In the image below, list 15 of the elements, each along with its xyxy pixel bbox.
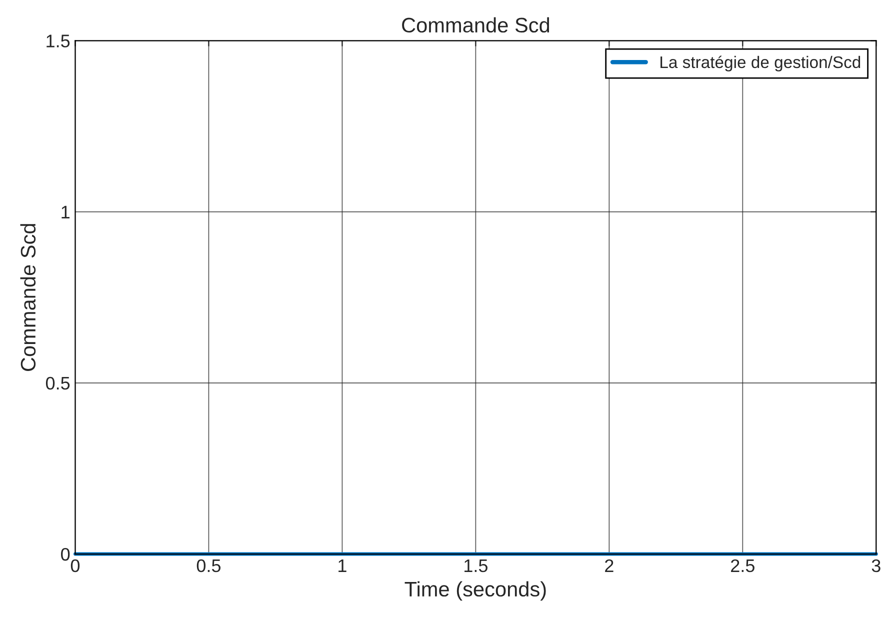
y-axis-title: Commande Scd [20, 224, 36, 371]
x-tick-label: 3 [872, 559, 880, 572]
x-tick-label: 2.5 [731, 559, 754, 572]
x-tick-label: 2 [605, 559, 614, 572]
x-tick-label: 1.5 [464, 560, 488, 572]
legend-label: La stratégie de gestion/Scd [660, 56, 860, 72]
y-tick-label: 1 [62, 206, 70, 218]
x-tick-label: 0 [70, 559, 80, 572]
chart-title: Commande Scd [402, 17, 550, 33]
y-tick-label: 1.5 [46, 34, 70, 48]
x-tick-label: 1 [338, 560, 346, 572]
x-tick-label: 0.5 [196, 559, 221, 572]
y-tick-label: 0 [61, 548, 70, 561]
x-axis-title: Time (seconds) [404, 581, 546, 601]
y-tick-label: 0.5 [46, 376, 70, 390]
